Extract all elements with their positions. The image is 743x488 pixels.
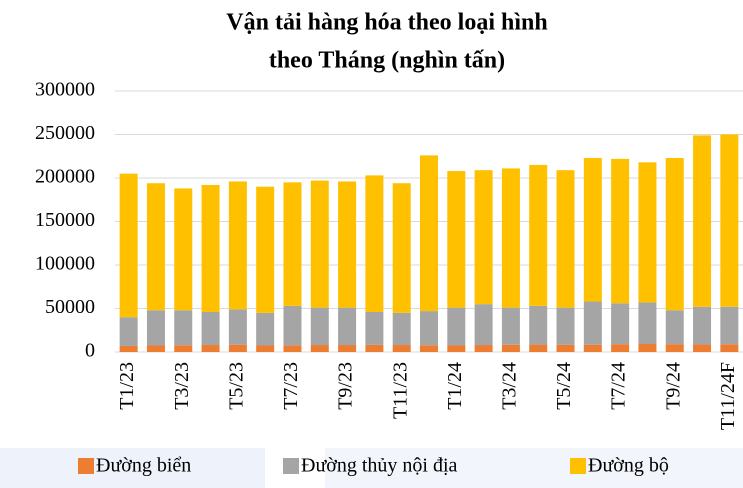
bar-segment	[174, 345, 193, 352]
x-tick-label: T3/23	[171, 362, 193, 410]
bar-segment	[638, 162, 657, 303]
bar-segment	[283, 305, 302, 346]
bar-segment	[501, 344, 520, 352]
bar-segment	[201, 184, 220, 312]
y-tick-label: 100000	[35, 253, 95, 275]
bar-segment	[611, 344, 630, 352]
bar-segment	[556, 344, 575, 352]
bar-segment	[256, 345, 275, 352]
legend-swatch	[570, 458, 586, 474]
bar-segment	[338, 307, 357, 346]
y-tick-label: 250000	[35, 122, 95, 144]
bar-segment	[283, 182, 302, 306]
bar-segment	[338, 181, 357, 308]
bar-segment	[146, 183, 165, 311]
bar-segment	[501, 168, 520, 308]
x-tick-label: T9/24	[662, 362, 684, 410]
bar-segment	[310, 307, 329, 346]
y-tick-label: 50000	[45, 296, 95, 318]
bar-segment	[474, 170, 493, 305]
bar-segment	[201, 345, 220, 352]
x-tick-label: T9/23	[335, 362, 357, 410]
bar-segment	[611, 303, 630, 345]
x-tick-label: T7/24	[608, 362, 630, 410]
bar-segment	[611, 158, 630, 304]
bar-segment	[256, 186, 275, 313]
x-tick-label: T11/23	[389, 362, 411, 419]
bar-segment	[228, 181, 247, 310]
bar-segment	[392, 312, 411, 346]
bar-segment	[228, 344, 247, 352]
x-tick-label: T11/24F	[717, 362, 739, 430]
bar-segment	[420, 311, 438, 346]
bar-segment	[583, 344, 602, 352]
bar-segment	[119, 173, 138, 318]
y-tick-label: 200000	[35, 166, 95, 188]
bar-segment	[119, 345, 138, 352]
bar-segment	[665, 310, 684, 345]
bar-segment	[638, 302, 657, 344]
bar-segment	[556, 307, 575, 345]
legend-label: Đường bộ	[588, 455, 669, 477]
x-tick-label: T7/23	[280, 362, 302, 410]
bar-segment	[420, 155, 438, 312]
bar-segment	[447, 307, 466, 346]
chart-title: theo Tháng (nghìn tấn)	[269, 48, 505, 74]
legend-label: Đường biển	[96, 455, 191, 477]
x-tick-label: T1/23	[116, 362, 138, 410]
legend-label: Đường thủy nội địa	[301, 455, 458, 477]
legend-background	[0, 448, 265, 488]
bar-segment	[583, 157, 602, 302]
bar-segment	[529, 344, 548, 352]
bar-segment	[174, 310, 193, 346]
legend-swatch	[78, 458, 94, 474]
bar-segment	[583, 301, 602, 345]
bar-segment	[420, 345, 438, 352]
y-tick-label: 300000	[35, 79, 95, 101]
bar-segment	[665, 344, 684, 352]
x-tick-label: T5/24	[553, 362, 575, 410]
y-tick-label: 0	[85, 340, 95, 362]
bar-segment	[529, 305, 548, 345]
bar-segment	[693, 306, 712, 345]
bar-segment	[447, 345, 466, 352]
y-tick-label: 150000	[35, 209, 95, 231]
bar-segment	[720, 134, 739, 307]
bar-segment	[146, 310, 165, 346]
legend-background	[325, 448, 743, 488]
bar-segment	[338, 345, 357, 352]
bar-segment	[201, 311, 220, 346]
bar-segment	[392, 183, 411, 313]
bar-segment	[365, 311, 384, 345]
bar-segment	[720, 306, 739, 345]
bar-segment	[365, 175, 384, 312]
bar-segment	[146, 345, 165, 352]
bar-segment	[174, 188, 193, 311]
bar-segment	[501, 307, 520, 345]
x-tick-label: T1/24	[444, 362, 466, 410]
bar-segment	[228, 309, 247, 345]
bar-segment	[529, 164, 548, 306]
x-tick-label: T5/23	[225, 362, 247, 410]
bar-segment	[283, 345, 302, 352]
bar-segment	[556, 170, 575, 308]
x-tick-label: T3/24	[499, 362, 521, 410]
bar-segment	[665, 157, 684, 311]
bar-segment	[256, 312, 275, 346]
bar-segment	[693, 344, 712, 352]
bar-segment	[392, 345, 411, 352]
bar-segment	[119, 317, 138, 346]
legend-swatch	[283, 458, 299, 474]
bar-segment	[474, 345, 493, 352]
bar-segment	[310, 345, 329, 352]
bar-segment	[365, 344, 384, 352]
bar-segment	[474, 304, 493, 346]
bar-segment	[720, 344, 739, 352]
bar-segment	[638, 343, 657, 352]
bar-segment	[310, 180, 329, 308]
bar-segment	[447, 171, 466, 308]
bar-segment	[693, 135, 712, 307]
chart-title: Vận tải hàng hóa theo loại hình	[226, 10, 547, 36]
